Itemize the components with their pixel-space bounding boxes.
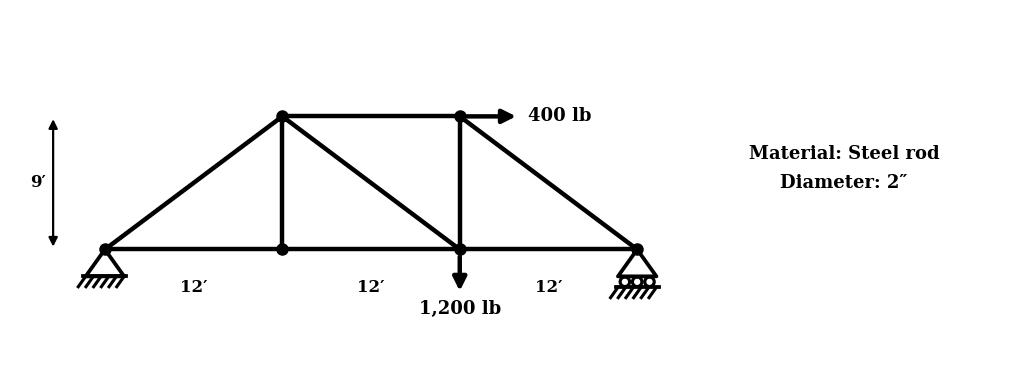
Text: 1,200 lb: 1,200 lb (418, 300, 501, 318)
Text: 12′: 12′ (357, 279, 385, 296)
Text: 12′: 12′ (180, 279, 208, 296)
Text: 9′: 9′ (30, 175, 46, 191)
Text: 12′: 12′ (535, 279, 563, 296)
Text: Material: Steel rod
Diameter: 2″: Material: Steel rod Diameter: 2″ (749, 144, 939, 192)
Text: 400 lb: 400 lb (528, 107, 591, 125)
